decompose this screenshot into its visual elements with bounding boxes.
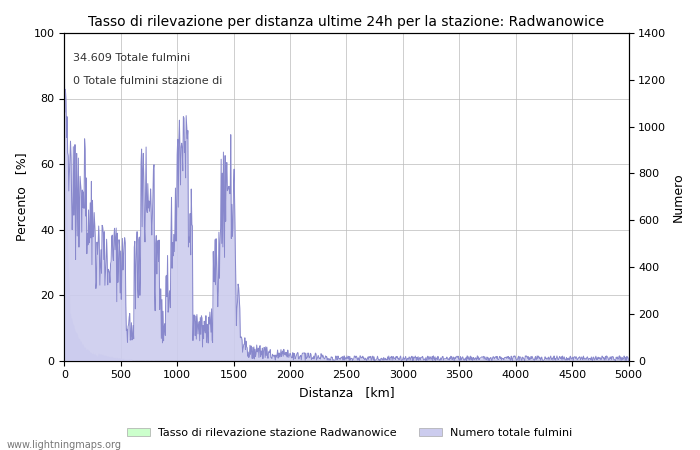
X-axis label: Distanza   [km]: Distanza [km] (299, 386, 394, 399)
Legend: Tasso di rilevazione stazione Radwanowice, Numero totale fulmini: Tasso di rilevazione stazione Radwanowic… (123, 423, 577, 442)
Title: Tasso di rilevazione per distanza ultime 24h per la stazione: Radwanowice: Tasso di rilevazione per distanza ultime… (88, 15, 605, 29)
Y-axis label: Numero: Numero (672, 172, 685, 222)
Text: www.lightningmaps.org: www.lightningmaps.org (7, 440, 122, 450)
Y-axis label: Percento   [%]: Percento [%] (15, 153, 28, 241)
Text: 34.609 Totale fulmini: 34.609 Totale fulmini (73, 53, 190, 63)
Text: 0 Totale fulmini stazione di: 0 Totale fulmini stazione di (73, 76, 222, 86)
